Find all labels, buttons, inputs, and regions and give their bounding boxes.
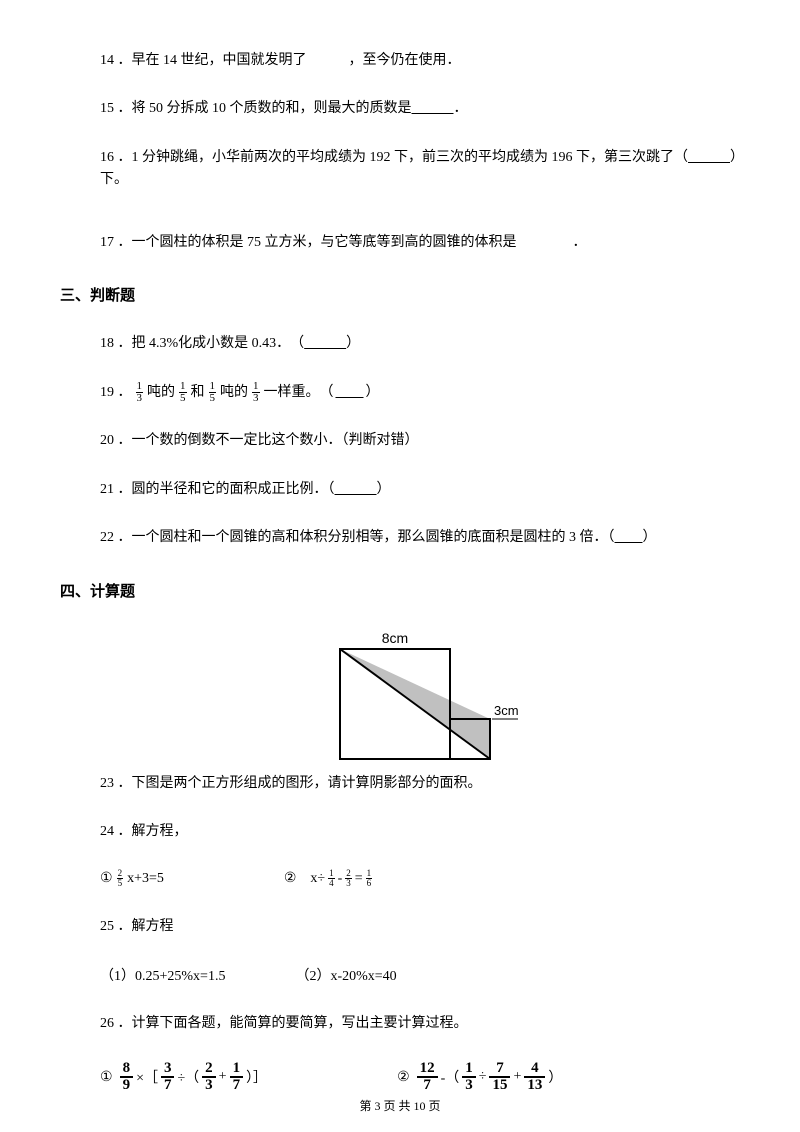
q26b-op2: ÷ xyxy=(479,1069,487,1085)
frac-8-9: 89 xyxy=(120,1061,134,1093)
question-20: 20 ．一个数的倒数不一定比这个数小．（判断对错） xyxy=(60,430,740,452)
question-22: 22 ．一个圆柱和一个圆锥的高和体积分别相等，那么圆锥的底面积是圆柱的 3 倍．… xyxy=(60,527,740,549)
frac-2-3: 23 xyxy=(345,869,352,888)
q26a-op4: ）］ xyxy=(246,1067,267,1087)
question-23: 23 ．下图是两个正方形组成的图形，请计算阴影部分的面积。 xyxy=(60,773,740,795)
q26a-op2: ÷（ xyxy=(177,1067,199,1087)
two-squares-figure: 8cm 3cm xyxy=(320,629,520,769)
q26b-op3: + xyxy=(513,1069,521,1085)
section-3-title: 三、判断题 xyxy=(60,284,740,305)
q26a-op1: ×［ xyxy=(136,1067,158,1087)
q19-t2: 和 xyxy=(191,382,205,404)
q19-t1: 吨的 xyxy=(147,382,175,404)
frac-1-3: 13 xyxy=(136,381,144,404)
q19-blank xyxy=(336,382,364,404)
frac-2-3: 23 xyxy=(202,1061,216,1093)
q24-equations: ① 25 x+3=5 ② x÷ 14 - 23 = 16 xyxy=(60,869,740,888)
svg-text:8cm: 8cm xyxy=(382,630,408,646)
q26-equations: ① 89 ×［ 37 ÷（ 23 + 17 ）］ ② 127 -（ 13 ÷ 7… xyxy=(60,1061,740,1093)
q15-post: ． xyxy=(454,101,468,116)
q24-eq2: ② x÷ 14 - 23 = 16 xyxy=(284,869,374,888)
q19-num: 19 ． xyxy=(100,382,132,404)
q21-blank xyxy=(335,479,377,501)
frac-2-5: 25 xyxy=(117,869,124,888)
q22-post: ） xyxy=(643,530,657,545)
question-18: 18 ．把 4.3%化成小数是 0.43． （ ） xyxy=(60,333,740,355)
q26b-op1: -（ xyxy=(441,1067,460,1087)
q15-text: 15 ．将 50 分拆成 10 个质数的和，则最大的质数是 xyxy=(100,101,412,116)
q16-blank xyxy=(688,147,730,169)
q24a-rest: x+3=5 xyxy=(127,871,164,887)
question-14: 14 ．早在 14 世纪，中国就发明了 ，至今仍在使用． xyxy=(60,50,740,72)
q24b-op1: - xyxy=(338,871,343,887)
q16-text: 16 ．1 分钟跳绳，小华前两次的平均成绩为 192 下，前三次的平均成绩为 1… xyxy=(100,150,688,165)
question-19: 19 ． 13 吨的 15 和 15 吨的 13 一样重。 （ ） xyxy=(60,381,740,404)
q24-eq1: ① 25 x+3=5 xyxy=(100,869,164,888)
q22-blank xyxy=(615,527,643,549)
q26b-op4: ） xyxy=(548,1067,562,1087)
question-26: 26 ．计算下面各题，能简算的要简算，写出主要计算过程。 xyxy=(60,1013,740,1035)
question-25: 25 ．解方程 xyxy=(60,916,740,938)
q24a-marker: ① xyxy=(100,870,113,887)
q18-blank xyxy=(304,333,346,355)
svg-text:3cm: 3cm xyxy=(494,703,519,718)
q24b-op2: = xyxy=(355,871,363,887)
question-17: 17 ．一个圆柱的体积是 75 立方米，与它等底等到高的圆锥的体积是 ． xyxy=(60,232,740,254)
q18-text: 18 ．把 4.3%化成小数是 0.43． （ xyxy=(100,336,304,351)
question-16: 16 ．1 分钟跳绳，小华前两次的平均成绩为 192 下，前三次的平均成绩为 1… xyxy=(60,147,740,192)
q26b-marker: ② xyxy=(397,1069,410,1086)
question-21: 21 ．圆的半径和它的面积成正比例．（ ） xyxy=(60,479,740,501)
frac-1-6: 16 xyxy=(366,869,373,888)
q26-eq1: ① 89 ×［ 37 ÷（ 23 + 17 ）］ xyxy=(100,1061,267,1093)
frac-7-15: 715 xyxy=(489,1061,510,1093)
q26-eq2: ② 127 -（ 13 ÷ 715 + 413 ） xyxy=(397,1061,562,1093)
section-4-title: 四、计算题 xyxy=(60,580,740,601)
q19-t4: 一样重。 （ xyxy=(264,382,334,404)
q24b-marker: ② x÷ xyxy=(284,870,325,887)
frac-1-3b: 13 xyxy=(252,381,260,404)
frac-1-7: 17 xyxy=(230,1061,244,1093)
q25-eq2: （2）x-20%x=40 xyxy=(295,965,396,985)
frac-1-5b: 15 xyxy=(209,381,217,404)
geometry-figure-wrap: 8cm 3cm xyxy=(60,629,740,769)
q19-t3: 吨的 xyxy=(220,382,248,404)
q15-blank xyxy=(412,98,454,120)
frac-1-4: 14 xyxy=(328,869,335,888)
question-24: 24 ．解方程， xyxy=(60,821,740,843)
frac-4-13: 413 xyxy=(524,1061,545,1093)
q18-post: ） xyxy=(346,336,360,351)
q25-equations: （1）0.25+25%x=1.5 （2）x-20%x=40 xyxy=(60,965,740,985)
question-15: 15 ．将 50 分拆成 10 个质数的和，则最大的质数是 ． xyxy=(60,98,740,120)
frac-12-7: 127 xyxy=(417,1061,438,1093)
q22-text: 22 ．一个圆柱和一个圆锥的高和体积分别相等，那么圆锥的底面积是圆柱的 3 倍．… xyxy=(100,530,615,545)
q19-post: ） xyxy=(366,382,380,404)
q21-post: ） xyxy=(377,482,391,497)
q21-text: 21 ．圆的半径和它的面积成正比例．（ xyxy=(100,482,335,497)
frac-1-5: 15 xyxy=(179,381,187,404)
q26a-op3: + xyxy=(219,1069,227,1085)
page-footer: 第 3 页 共 10 页 xyxy=(0,1097,800,1114)
q25-eq1: （1）0.25+25%x=1.5 xyxy=(100,965,225,985)
frac-1-3b: 13 xyxy=(462,1061,476,1093)
q26a-marker: ① xyxy=(100,1069,113,1086)
frac-3-7: 37 xyxy=(161,1061,175,1093)
